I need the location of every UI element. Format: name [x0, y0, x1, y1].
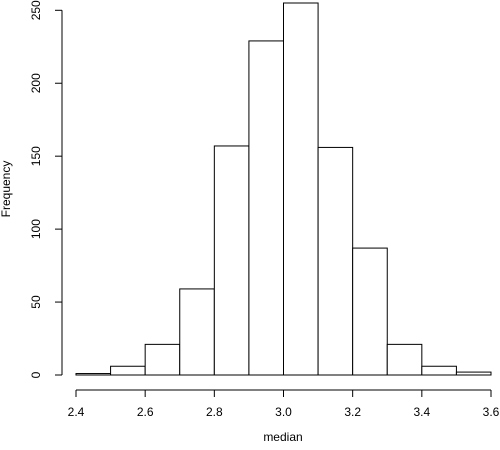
bar — [352, 247, 388, 376]
bar — [421, 365, 457, 376]
bar — [386, 343, 423, 376]
bar — [317, 146, 354, 376]
x-tick-label: 3.0 — [275, 405, 292, 419]
x-axis-label: median — [263, 430, 302, 444]
x-tick-label: 3.2 — [344, 405, 361, 419]
y-axis-label: Frequency — [0, 161, 13, 218]
x-tick-label: 3.4 — [413, 405, 430, 419]
y-tick-label: 250 — [29, 0, 43, 20]
x-tick-label: 2.6 — [137, 405, 154, 419]
bar — [179, 288, 215, 376]
y-tick-label: 50 — [29, 295, 43, 309]
y-tick-label: 0 — [29, 371, 43, 378]
bar — [248, 40, 285, 376]
bar — [110, 365, 146, 376]
y-tick-label: 150 — [29, 146, 43, 166]
x-tick-label: 2.8 — [206, 405, 223, 419]
x-tick-label: 2.4 — [68, 405, 85, 419]
y-tick-label: 100 — [29, 219, 43, 239]
x-tick-label: 3.6 — [483, 405, 500, 419]
bar — [144, 343, 181, 376]
bar — [283, 2, 319, 376]
bar — [213, 145, 250, 376]
bar — [75, 373, 112, 376]
bar — [455, 371, 492, 376]
y-tick-label: 200 — [29, 73, 43, 93]
